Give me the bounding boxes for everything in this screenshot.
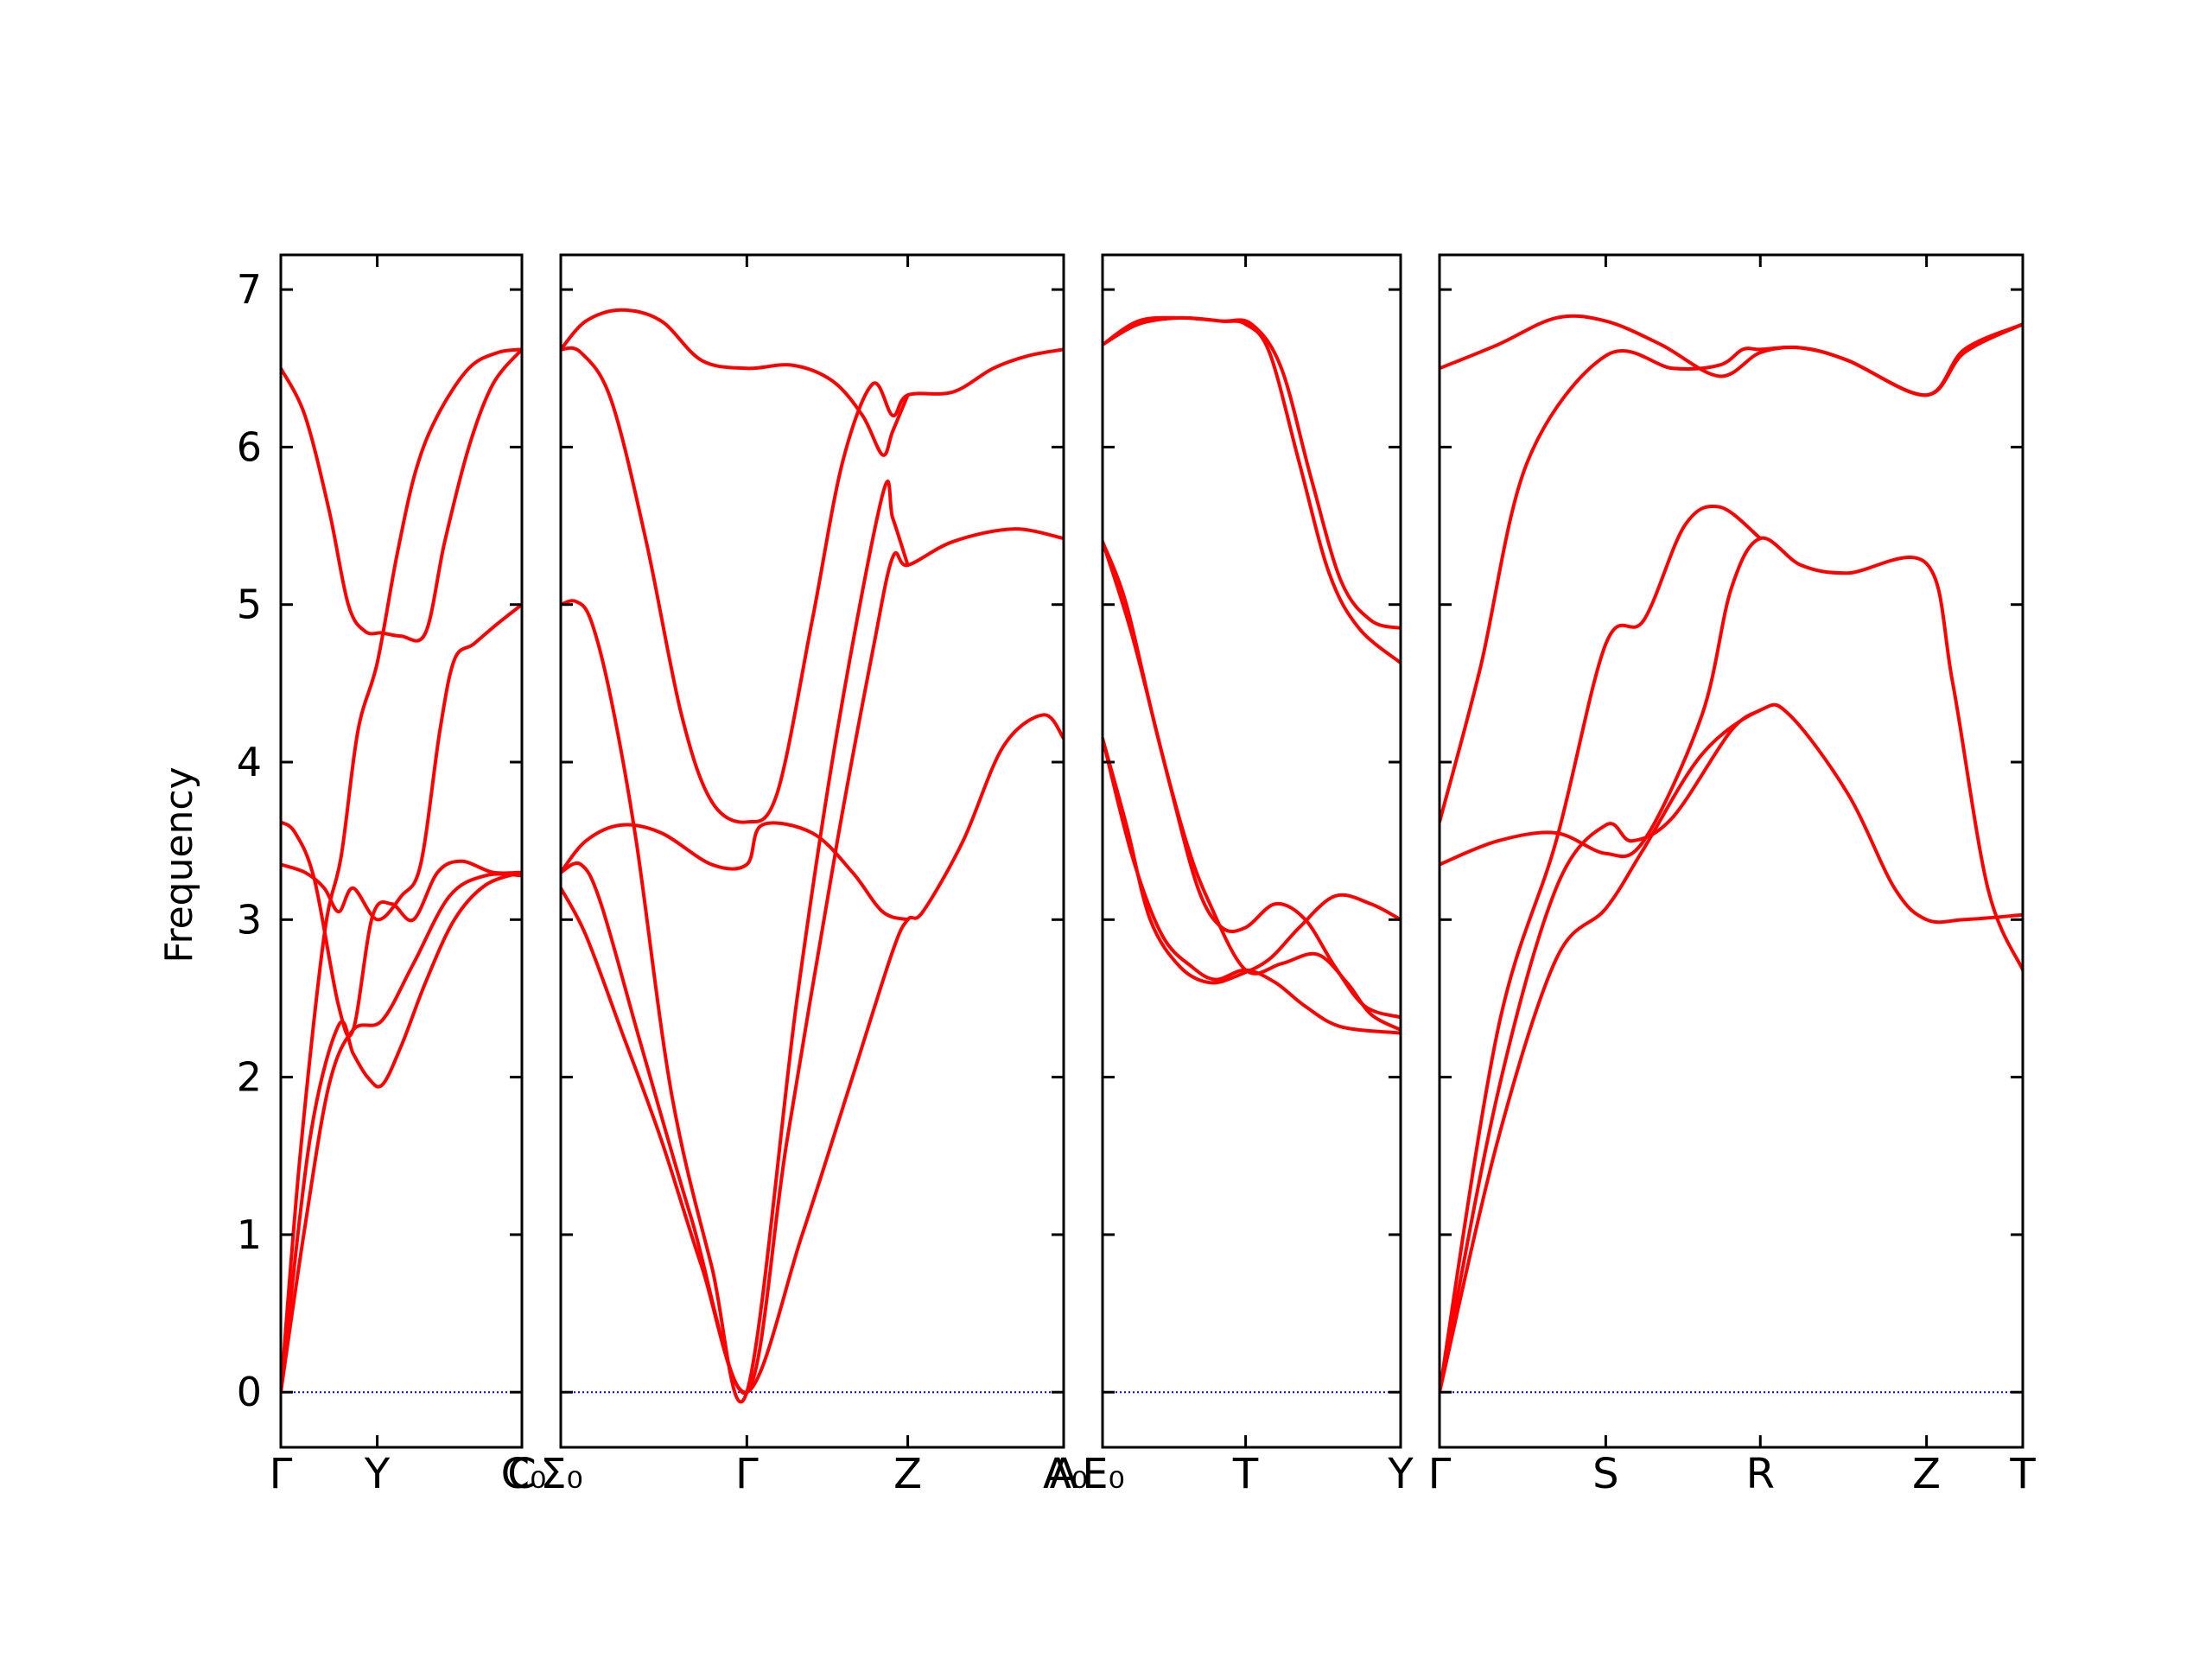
band-lines xyxy=(561,308,1064,1404)
x-edge-label: Σ₀ xyxy=(540,1450,583,1498)
x-tick-label: R xyxy=(1746,1450,1775,1498)
band-line-4 xyxy=(1103,736,1401,1035)
y-tick-label: 3 xyxy=(237,896,262,943)
band-line-1 xyxy=(1103,736,1401,985)
panel-frame xyxy=(1101,253,1402,1449)
y-tick-label: 0 xyxy=(237,1369,262,1415)
x-tick-label: Z xyxy=(893,1450,922,1498)
y-tick-label: 4 xyxy=(237,739,262,785)
band-line-3 xyxy=(1103,539,1401,1020)
band-lines xyxy=(1103,315,1401,1035)
band-line-1 xyxy=(1440,702,2023,1395)
x-edge-label: A₀ xyxy=(1043,1450,1088,1498)
band-line-2 xyxy=(1440,708,1763,1395)
band-line-1 xyxy=(281,872,522,1395)
panel-frame xyxy=(559,253,1065,1449)
panel-frame xyxy=(279,253,524,1449)
x-tick-label: Z xyxy=(1912,1450,1941,1498)
band-line-4 xyxy=(561,480,910,1404)
band-line-6 xyxy=(281,347,522,643)
y-tick-label: 5 xyxy=(237,582,262,628)
x-tick-label: Y xyxy=(1387,1450,1414,1498)
band-line-2 xyxy=(1103,539,1401,1032)
x-edge-label: E₀ xyxy=(1082,1450,1125,1498)
band-line-5 xyxy=(561,346,1064,824)
y-axis-label: Frequency xyxy=(157,766,201,963)
band-line-6 xyxy=(1440,314,2023,397)
band-line-5 xyxy=(1103,315,1401,665)
band-line-2 xyxy=(561,527,1064,1395)
x-tick-label: Γ xyxy=(1428,1450,1452,1498)
band-line-3 xyxy=(1440,536,2023,972)
x-tick-label: T xyxy=(2009,1450,2036,1498)
band-line-2 xyxy=(281,870,522,1395)
y-tick-label: 7 xyxy=(237,266,262,313)
band-line-1 xyxy=(561,713,1064,1395)
band-lines xyxy=(281,347,522,1395)
x-tick-label: Γ xyxy=(270,1450,293,1498)
band-line-5 xyxy=(1440,322,2023,824)
band-line-6 xyxy=(1103,315,1401,630)
band-lines xyxy=(1440,314,2023,1395)
panel-frame xyxy=(1438,253,2024,1449)
x-tick-label: Y xyxy=(364,1450,391,1498)
band-line-4 xyxy=(1440,504,1763,1395)
band-line-5 xyxy=(281,347,522,1395)
x-tick-label: S xyxy=(1592,1450,1618,1498)
band-line-6 xyxy=(561,308,910,457)
x-tick-label: C xyxy=(507,1450,537,1498)
band-line-4 xyxy=(281,602,522,922)
band-line-3 xyxy=(561,821,910,922)
x-edge-label: C₀ xyxy=(501,1450,547,1498)
y-tick-label: 1 xyxy=(237,1211,262,1258)
x-tick-label: A xyxy=(1050,1450,1078,1498)
y-tick-label: 2 xyxy=(237,1054,262,1101)
x-tick-label: T xyxy=(1232,1450,1259,1498)
x-tick-label: Γ xyxy=(735,1450,759,1498)
y-tick-label: 6 xyxy=(237,423,262,470)
